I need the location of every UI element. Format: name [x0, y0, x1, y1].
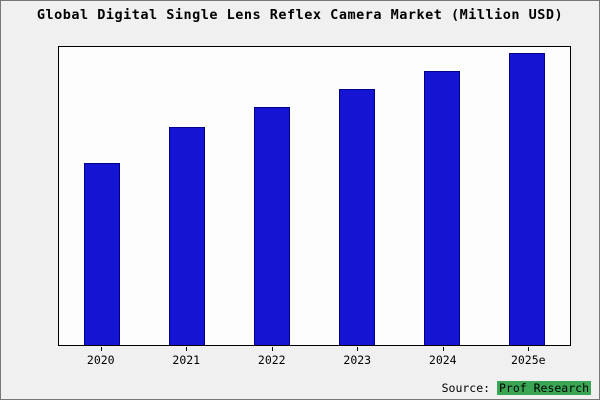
bar-2022 — [253, 106, 290, 345]
bar-2020 — [83, 163, 120, 345]
bar-2021 — [168, 127, 205, 345]
bar-2025e — [509, 52, 546, 345]
x-axis-labels: 2020 2021 2022 2023 2024 2025e — [58, 347, 571, 367]
x-tick-label-2020: 2020 — [58, 347, 144, 367]
bar-cell-2025e — [485, 47, 570, 345]
x-tick-label-2023: 2023 — [315, 347, 401, 367]
plot-area — [58, 46, 571, 346]
source-prefix: Source: — [441, 381, 497, 395]
bar-cell-2023 — [315, 47, 400, 345]
bar-2023 — [339, 88, 376, 345]
bar-cell-2021 — [144, 47, 229, 345]
bar-cell-2022 — [229, 47, 314, 345]
x-tick-label-2024: 2024 — [400, 347, 486, 367]
bar-2024 — [424, 70, 461, 345]
x-tick-label-2025e: 2025e — [486, 347, 572, 367]
chart-title: Global Digital Single Lens Reflex Camera… — [36, 7, 564, 23]
bar-cell-2020 — [59, 47, 144, 345]
x-tick-label-2022: 2022 — [229, 347, 315, 367]
bars-container — [59, 47, 570, 345]
x-tick-label-2021: 2021 — [144, 347, 230, 367]
source-name: Prof Research — [496, 381, 591, 395]
source-label: Source: Prof Research — [442, 381, 591, 395]
bar-cell-2024 — [400, 47, 485, 345]
